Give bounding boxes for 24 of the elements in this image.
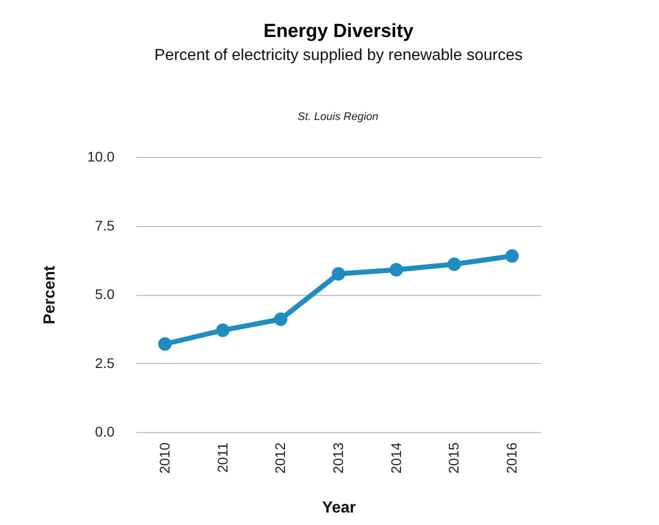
x-tick-label: 2013 bbox=[330, 442, 346, 474]
y-tick-label: 5.0 bbox=[95, 286, 115, 302]
x-axis-title: Year bbox=[322, 500, 356, 517]
point bbox=[505, 249, 519, 263]
x-tick-label: 2015 bbox=[446, 442, 462, 474]
y-axis-title: Percent bbox=[41, 264, 58, 324]
point bbox=[390, 263, 404, 276]
y-tick-label: 7.5 bbox=[95, 217, 115, 234]
y-tick-label: 0.0 bbox=[95, 424, 115, 440]
x-tick-label: 2010 bbox=[156, 442, 172, 474]
point bbox=[448, 258, 461, 271]
x-tick-label: 2014 bbox=[388, 442, 404, 474]
point bbox=[216, 324, 230, 337]
y-tick-label: 10.0 bbox=[87, 148, 115, 164]
text: St. Louis Region bbox=[298, 111, 378, 123]
point bbox=[274, 312, 288, 326]
chart-title: Energy Diversity bbox=[264, 21, 414, 42]
x-tick-label: 2011 bbox=[214, 442, 230, 473]
x-tick-label: 2016 bbox=[504, 442, 520, 474]
point bbox=[332, 267, 346, 281]
y-tick-label: 2.5 bbox=[95, 354, 115, 371]
chart-subtitle: Percent of electricity supplied by renewable sources bbox=[154, 47, 523, 64]
point bbox=[158, 337, 172, 351]
x-tick-label: 2012 bbox=[272, 442, 288, 474]
